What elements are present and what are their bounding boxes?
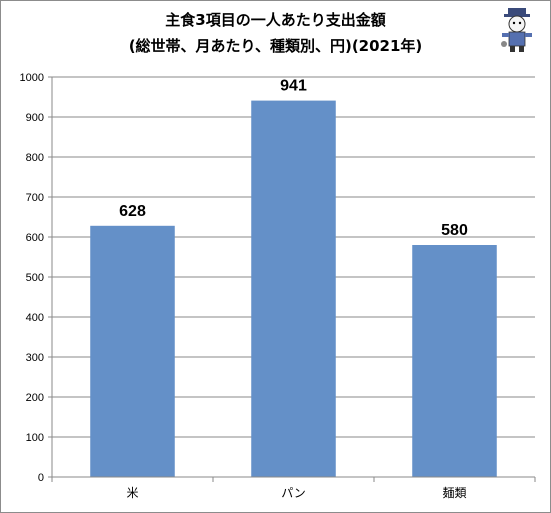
data-label: 941	[280, 78, 307, 95]
x-tick-label: 米	[126, 486, 138, 500]
data-labels: 628 941 580	[119, 78, 468, 239]
axes: 0 100 200 300 400 500 600 700 800 900 1000 米 パン 麺類	[20, 72, 536, 500]
x-tick-label: パン	[281, 486, 306, 500]
x-tick-label: 麺類	[442, 486, 466, 500]
y-tick-label: 600	[26, 232, 44, 244]
y-tick-label: 0	[38, 472, 44, 484]
bars	[90, 100, 497, 477]
bar	[412, 245, 497, 477]
bar	[90, 225, 175, 477]
y-tick-label: 200	[26, 392, 44, 404]
y-tick-label: 500	[26, 272, 44, 284]
chart-title-line2: (総世帯、月あたり、種類別、円)(2021年)	[128, 37, 423, 55]
y-tick-label: 300	[26, 352, 44, 364]
y-tick-label: 100	[26, 432, 44, 444]
data-label: 580	[441, 222, 468, 239]
y-tick-label: 400	[26, 312, 44, 324]
y-tick-label: 1000	[20, 72, 44, 84]
chart-title-line1: 主食3項目の一人あたり支出金額	[165, 11, 386, 29]
y-tick-label: 700	[26, 192, 44, 204]
mascot-character-icon	[501, 8, 532, 52]
y-tick-label: 900	[26, 112, 44, 124]
bar	[251, 100, 336, 477]
y-tick-label: 800	[26, 152, 44, 164]
data-label: 628	[119, 203, 146, 220]
